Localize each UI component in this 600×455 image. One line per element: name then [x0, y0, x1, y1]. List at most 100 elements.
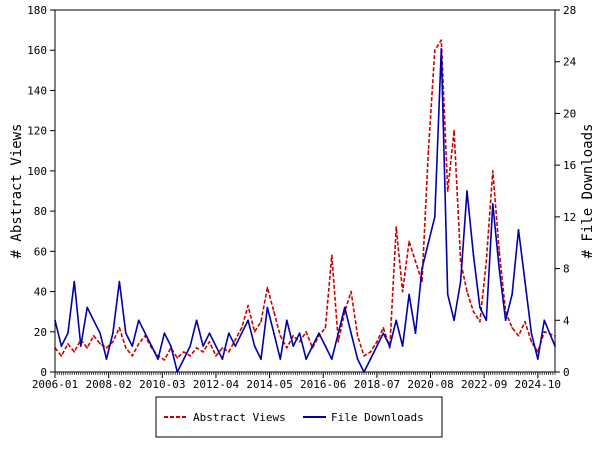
right-y-tick-label: 24: [563, 56, 577, 69]
data-point-file-downloads: [511, 293, 513, 296]
data-point-abstract-views: [260, 320, 262, 323]
data-point-abstract-views: [247, 304, 249, 307]
data-point-file-downloads: [440, 48, 443, 50]
data-point-file-downloads: [273, 332, 275, 335]
plot-frame: [54, 9, 556, 373]
x-tick-label: 2012-04: [193, 378, 240, 391]
data-point-abstract-views: [479, 320, 481, 323]
data-point-file-downloads: [221, 358, 224, 360]
data-point-file-downloads: [356, 358, 359, 360]
data-point-file-downloads: [195, 319, 198, 322]
right-y-tick-label: 16: [563, 159, 576, 172]
data-point-abstract-views: [163, 359, 166, 361]
data-point-file-downloads: [311, 345, 314, 347]
data-point-file-downloads: [408, 293, 410, 296]
data-point-abstract-views: [92, 335, 95, 337]
data-point-file-downloads: [459, 280, 462, 283]
data-point-abstract-views: [524, 320, 526, 323]
legend: Abstract Views File Downloads: [155, 396, 443, 438]
data-point-file-downloads: [228, 332, 230, 335]
data-point-abstract-views: [273, 310, 275, 313]
data-point-abstract-views: [240, 327, 243, 329]
data-point-file-downloads: [389, 345, 391, 347]
data-point-abstract-views: [324, 327, 327, 329]
right-y-tick-label: 0: [563, 366, 570, 379]
data-point-abstract-views: [337, 341, 340, 343]
data-point-file-downloads: [537, 358, 539, 360]
data-point-abstract-views: [427, 150, 430, 152]
data-point-abstract-views: [350, 290, 352, 293]
data-point-abstract-views: [298, 341, 301, 343]
x-tick-label: 2020-08: [407, 378, 453, 391]
data-point-abstract-views: [99, 343, 101, 345]
x-tick-label: 2010-03: [139, 378, 185, 391]
data-point-file-downloads: [73, 280, 76, 283]
data-point-file-downloads: [530, 332, 533, 335]
data-point-file-downloads: [279, 358, 282, 360]
data-point-abstract-views: [421, 280, 423, 283]
data-point-abstract-views: [176, 357, 179, 359]
data-point-abstract-views: [414, 260, 417, 263]
legend-box: [155, 396, 443, 438]
data-point-file-downloads: [131, 345, 134, 347]
data-point-file-downloads: [479, 306, 481, 309]
data-point-file-downloads: [163, 332, 166, 335]
data-point-file-downloads: [137, 319, 140, 322]
data-point-abstract-views: [125, 347, 127, 349]
data-point-file-downloads: [350, 332, 352, 335]
data-point-file-downloads: [118, 280, 121, 283]
data-point-abstract-views: [530, 341, 533, 343]
data-point-file-downloads: [125, 332, 127, 335]
data-point-abstract-views: [363, 355, 365, 357]
data-point-abstract-views: [221, 347, 224, 349]
data-point-file-downloads: [434, 216, 436, 218]
right-axis-title: # File Downloads: [580, 124, 596, 259]
data-point-abstract-views: [189, 355, 191, 357]
data-point-file-downloads: [382, 332, 385, 335]
x-tick-label: 2006-01: [32, 378, 78, 391]
data-point-abstract-views: [253, 331, 256, 333]
data-point-file-downloads: [208, 332, 211, 335]
left-y-tick-label: 100: [27, 165, 47, 178]
data-point-abstract-views: [112, 341, 114, 343]
data-point-abstract-views: [517, 335, 520, 337]
data-point-abstract-views: [492, 170, 494, 172]
right-y-tick-label: 12: [563, 211, 576, 224]
data-point-file-downloads: [369, 358, 372, 360]
data-point-abstract-views: [485, 260, 488, 263]
left-y-tick-label: 60: [34, 245, 47, 258]
x-tick-label: 2014-05: [246, 378, 292, 391]
data-point-file-downloads: [485, 319, 488, 322]
data-point-file-downloads: [86, 306, 88, 309]
x-tick-label: 2024-10: [515, 378, 561, 391]
left-y-tick-label: 160: [27, 44, 47, 57]
data-point-abstract-views: [234, 339, 237, 341]
left-y-tick-label: 120: [27, 125, 47, 138]
data-point-abstract-views: [279, 335, 282, 337]
data-point-file-downloads: [260, 358, 262, 360]
data-point-abstract-views: [86, 347, 88, 349]
data-point-file-downloads: [67, 332, 69, 335]
data-point-abstract-views: [472, 310, 475, 313]
data-point-file-downloads: [144, 332, 146, 335]
data-point-file-downloads: [414, 332, 417, 335]
x-tick-label: 2016-06: [300, 378, 346, 391]
data-point-file-downloads: [112, 332, 114, 335]
data-point-abstract-views: [382, 327, 385, 329]
data-point-file-downloads: [202, 345, 204, 347]
data-point-file-downloads: [524, 280, 526, 283]
axis-layer: 0 20 40 60 80 100 120 140 160 180 0 4 8 12 16 20 24 28 200…: [27, 4, 576, 391]
right-y-tick-label: 20: [563, 107, 576, 120]
data-point-abstract-views: [434, 49, 436, 51]
data-point-file-downloads: [234, 345, 237, 347]
data-point-file-downloads: [157, 358, 159, 360]
data-point-file-downloads: [80, 345, 82, 347]
legend-label-abstract-views: Abstract Views: [193, 411, 286, 424]
data-point-abstract-views: [266, 286, 269, 289]
data-point-abstract-views: [453, 129, 455, 132]
series-line-abstract-views: [54, 39, 556, 361]
data-point-file-downloads: [492, 203, 494, 205]
data-point-file-downloads: [466, 190, 468, 192]
data-point-file-downloads: [170, 345, 172, 347]
